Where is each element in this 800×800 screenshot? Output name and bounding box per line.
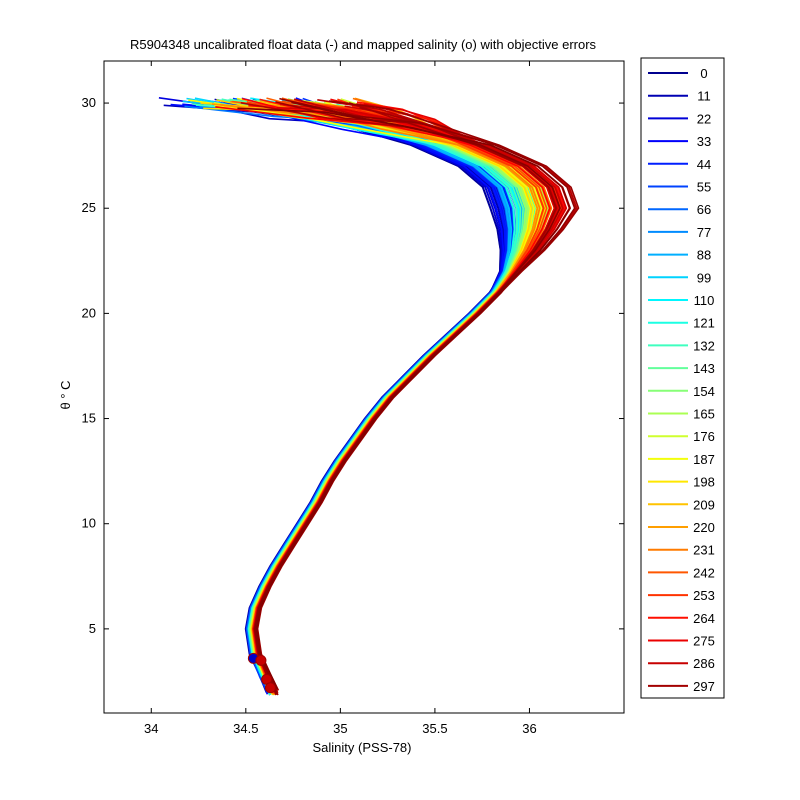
x-tick-label-0: 34 [144,721,158,736]
profile-line-294 [254,101,561,693]
legend-label-16: 176 [693,429,715,444]
y-tick-label-5: 30 [82,95,96,110]
legend-label-1: 11 [697,89,711,104]
legend-label-2: 22 [697,111,711,126]
mapped-salinity-markers [247,652,276,694]
mapped-marker-3 [264,682,276,694]
x-tick-label-2: 35 [333,721,347,736]
legend-label-8: 88 [697,248,711,263]
legend-label-3: 33 [697,134,711,149]
legend-label-13: 143 [693,361,715,376]
legend-label-17: 187 [693,452,715,467]
legend-label-23: 253 [693,588,715,603]
legend-label-12: 132 [693,338,715,353]
x-tick-label-4: 36 [522,721,536,736]
profile-lines [158,97,580,696]
plot-frame [103,60,625,714]
y-axis-label: θ ° C [58,380,73,409]
legend-label-5: 55 [697,180,711,195]
mapped-marker-1 [255,654,267,666]
legend-label-4: 44 [697,157,711,172]
x-axis-ticks: 34 34.5 35 35.5 36 [144,61,537,736]
legend-label-15: 165 [693,407,715,422]
legend: 0 11 22 33 44 55 66 77 88 99 110 121 132 143 154 165 176… [640,57,725,699]
y-tick-label-3: 20 [82,305,96,320]
y-axis-ticks: 5 10 15 20 25 30 [82,95,624,636]
legend-label-14: 154 [693,384,715,399]
legend-label-10: 110 [694,293,715,308]
x-tick-label-3: 35.5 [422,721,447,736]
legend-label-6: 66 [697,202,711,217]
legend-label-7: 77 [697,225,711,240]
legend-label-22: 242 [693,565,715,580]
legend-label-19: 209 [693,497,715,512]
legend-label-21: 231 [693,543,715,558]
legend-label-11: 121 [693,316,715,331]
y-tick-label-0: 5 [89,621,96,636]
y-tick-label-1: 10 [82,516,96,531]
legend-label-24: 264 [693,611,715,626]
x-axis-label: Salinity (PSS-78) [313,740,412,755]
legend-label-0: 0 [700,66,707,81]
legend-label-18: 198 [693,475,715,490]
legend-label-27: 297 [693,679,715,694]
profile-line-296 [237,107,571,690]
x-tick-label-1: 34.5 [233,721,258,736]
y-tick-label-2: 15 [82,411,96,426]
chart-title: R5904348 uncalibrated float data (-) and… [130,37,597,52]
legend-label-9: 99 [697,270,711,285]
legend-label-20: 220 [693,520,715,535]
legend-label-26: 286 [693,656,715,671]
y-tick-label-4: 25 [82,200,96,215]
legend-label-25: 275 [693,634,715,649]
